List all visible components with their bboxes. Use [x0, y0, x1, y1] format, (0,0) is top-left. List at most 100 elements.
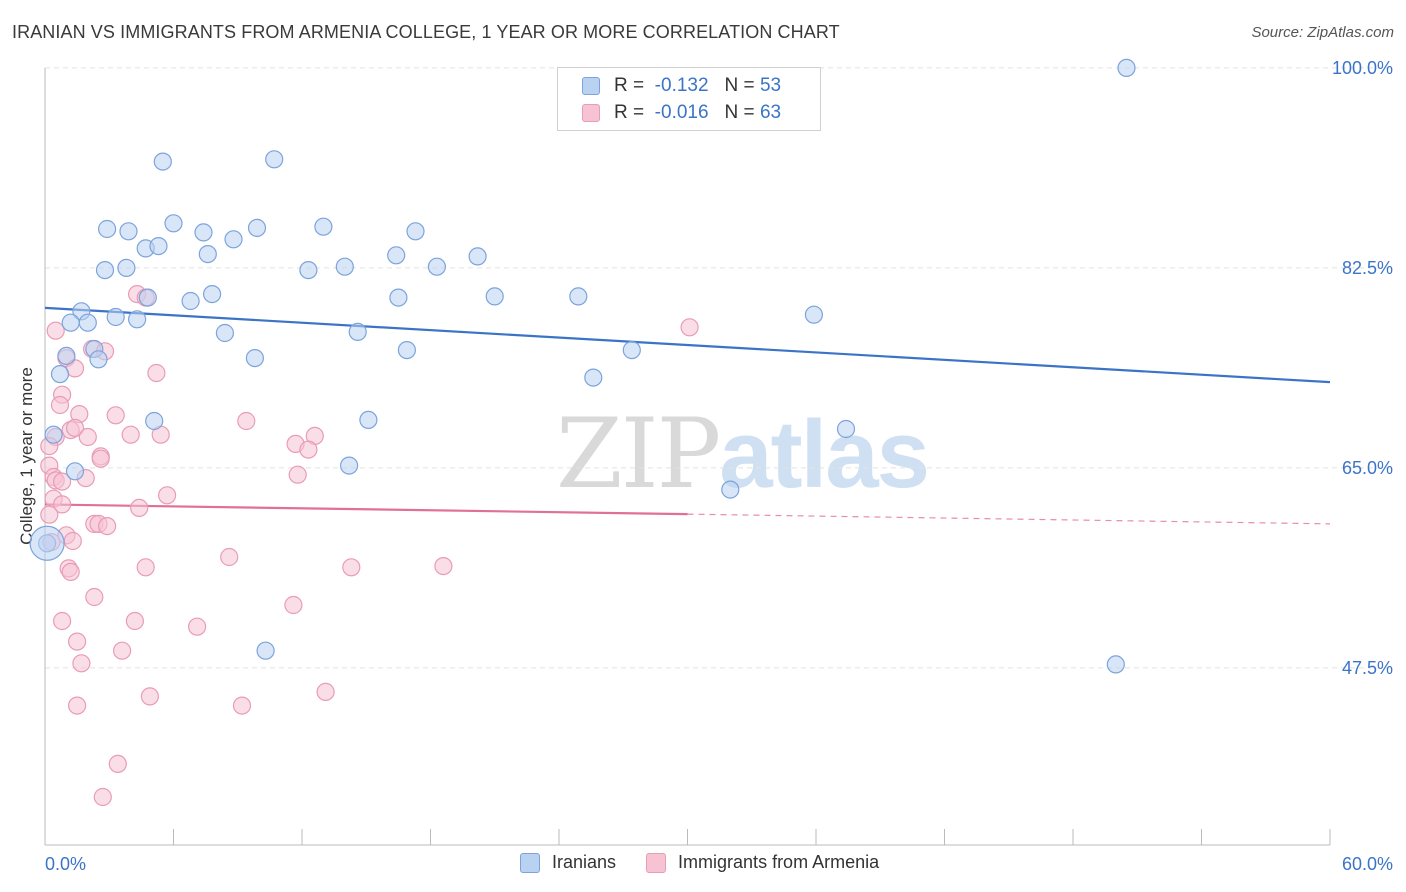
armenia-point [91, 449, 110, 468]
armenia-trend-line-extension [687, 513, 1331, 525]
armenia-point [130, 498, 149, 517]
iranians-point [149, 237, 168, 256]
iranians-point [194, 223, 213, 242]
legend-swatch-blue [582, 77, 600, 95]
iranians-point [153, 152, 172, 171]
iranians-point [359, 410, 378, 429]
iranians-point [117, 258, 136, 277]
armenia-point [220, 547, 239, 567]
iranians-point [804, 305, 824, 324]
armenia-point [93, 787, 112, 807]
armenia-point [97, 516, 117, 536]
armenia-point [147, 363, 166, 383]
legend-n-label: N = [724, 75, 755, 96]
iranians-point [89, 350, 108, 369]
iranians-point [569, 287, 588, 306]
legend-n-label: N = [724, 102, 755, 123]
iranians-point [256, 641, 275, 660]
armenia-point [136, 558, 155, 577]
armenia-point [125, 611, 144, 631]
iranians-point [106, 307, 125, 327]
armenia-point [121, 425, 140, 444]
armenia-point [67, 632, 87, 651]
source-label: Source: ZipAtlas.com [1251, 24, 1394, 41]
armenia-point [46, 321, 65, 340]
iranians-point [119, 222, 138, 241]
iranians-point [247, 218, 267, 237]
iranians-point [215, 323, 234, 343]
iranians-point [50, 365, 70, 384]
iranians-point [198, 245, 217, 264]
legend-n-value: 53 [759, 75, 782, 96]
legend-r-value: -0.016 [654, 102, 709, 123]
armenia-point [158, 486, 177, 505]
stats-legend: R = -0.132 N = 53 R = -0.016 N = 63 [557, 67, 821, 131]
armenia-trend-line [44, 503, 688, 516]
iranians-point [584, 368, 603, 387]
armenia-point [85, 587, 104, 607]
armenia-point [342, 558, 361, 577]
legend-swatch-pink [646, 852, 667, 873]
iranians-point [485, 287, 504, 306]
armenia-point [52, 495, 72, 514]
legend-r-value: -0.132 [654, 75, 709, 96]
armenia-point [52, 472, 72, 491]
armenia-point [288, 465, 307, 484]
series-legend: Iranians Immigrants from Armenia [520, 852, 909, 873]
legend-item-iranians: Iranians [520, 852, 616, 873]
chart-title: IRANIAN VS IMMIGRANTS FROM ARMENIA COLLE… [12, 22, 840, 42]
watermark: ZIPatlas [556, 398, 930, 510]
armenia-point [237, 411, 256, 431]
x-tick-label: 0.0% [45, 854, 86, 874]
iranians-point [61, 313, 80, 332]
iranians-point [95, 261, 115, 280]
iranians-point [44, 425, 63, 444]
legend-n-value: 63 [759, 102, 782, 123]
iranians-point [335, 257, 354, 276]
y-tick-label: 47.5% [1342, 658, 1393, 678]
iranians-point [1117, 58, 1136, 78]
armenia-point [50, 395, 70, 415]
legend-row-iranians: R = -0.132 N = 53 [582, 73, 781, 99]
iranians-point [224, 230, 243, 249]
iranians-point [181, 291, 200, 311]
x-tick-label: 60.0% [1342, 854, 1393, 874]
legend-swatch-pink [582, 104, 600, 122]
iranians-point [138, 288, 157, 307]
iranians-point [29, 525, 65, 561]
iranians-point [348, 322, 367, 341]
iranians-point [387, 246, 406, 265]
y-tick-label: 100.0% [1332, 58, 1393, 78]
iranians-point [314, 217, 333, 236]
armenia-point [106, 406, 125, 425]
armenia-point [40, 505, 59, 524]
iranians-trend-line [44, 306, 1331, 384]
watermark-zip: ZIP [556, 398, 721, 510]
iranians-point [203, 285, 222, 304]
iranians-point [164, 214, 183, 233]
iranians-point [65, 462, 85, 481]
iranians-point [128, 310, 147, 329]
y-tick-label: 65.0% [1342, 458, 1393, 478]
armenia-point [434, 556, 453, 576]
armenia-point [112, 641, 132, 660]
iranians-point [245, 349, 264, 368]
legend-item-armenia: Immigrants from Armenia [646, 852, 879, 873]
legend-r-label: R = [614, 102, 645, 123]
iranians-point [1106, 655, 1125, 674]
legend-label-armenia: Immigrants from Armenia [678, 852, 880, 872]
data-points [29, 58, 1136, 807]
iranians-point [57, 346, 76, 365]
axes [44, 68, 1331, 846]
armenia-point [78, 427, 97, 447]
iranians-point [622, 341, 641, 360]
trend-lines [44, 306, 1331, 525]
iranians-point [836, 419, 856, 439]
grid-lines [45, 67, 1395, 669]
armenia-point [140, 687, 159, 706]
armenia-point [52, 611, 72, 631]
iranians-point [427, 257, 446, 276]
iranians-point [299, 261, 318, 280]
armenia-point [680, 318, 699, 337]
